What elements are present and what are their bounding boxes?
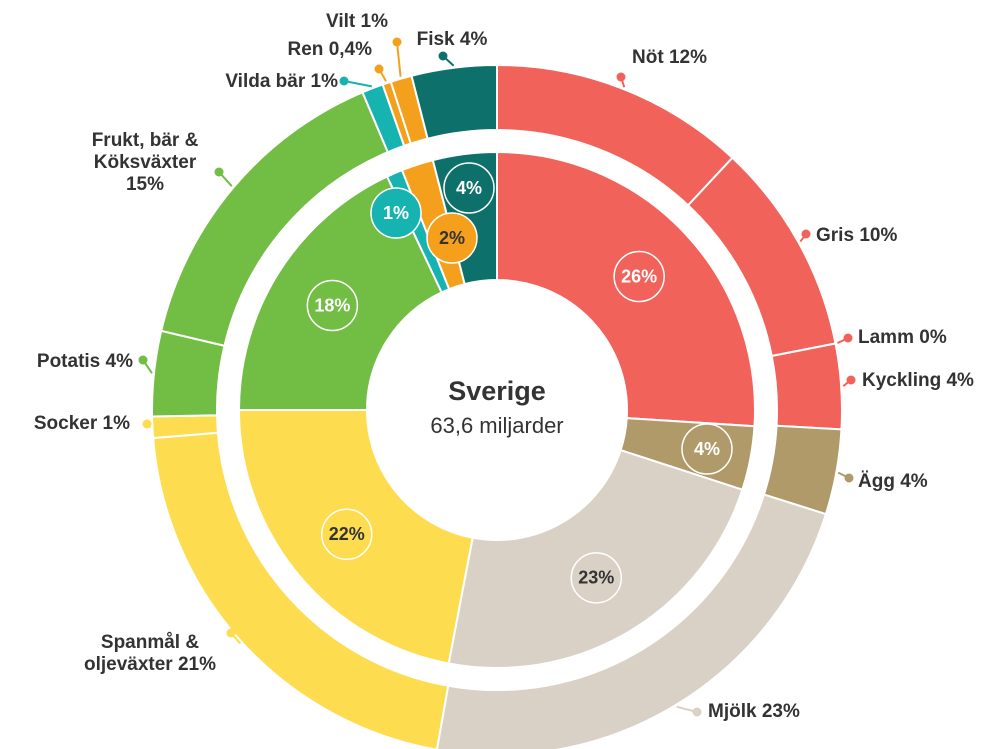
slice-label: Kyckling 4% <box>862 370 974 392</box>
center-subtitle: 63,6 miljarder <box>430 413 563 438</box>
value-bubble <box>613 250 665 303</box>
slice-value: 4% <box>459 29 488 50</box>
slice-label: Nöt 12% <box>632 47 707 69</box>
slice-name: Kyckling <box>862 370 942 391</box>
data-label: 18% <box>314 295 350 315</box>
leader-dot <box>843 333 853 343</box>
slice-label: Mjölk 23% <box>708 701 800 723</box>
slice-value: 10% <box>859 225 898 246</box>
leader-dot <box>616 72 626 82</box>
slice-value: 12% <box>668 47 707 68</box>
value-bubble <box>306 279 359 332</box>
slice-label: Potatis 4% <box>37 351 133 373</box>
slice-label: Spanmål & oljeväxter 21% <box>70 632 230 676</box>
data-label: 4% <box>456 178 482 198</box>
slice-name: Gris <box>816 225 855 246</box>
data-label: 4% <box>694 439 720 459</box>
data-label: 23% <box>578 568 614 588</box>
slice <box>770 342 843 431</box>
slice-label: Ren 0,4% <box>288 39 373 61</box>
data-label: 2% <box>439 228 465 248</box>
slice-value: 1% <box>310 71 338 92</box>
slice-value: 4% <box>105 351 133 372</box>
slice-name: Fisk <box>416 29 455 50</box>
leader-dot <box>692 707 702 717</box>
leader-dot <box>392 37 402 47</box>
slice-label: Gris 10% <box>816 225 897 247</box>
leader-dot <box>138 355 148 365</box>
slice-name: Mjölk <box>708 701 757 722</box>
slice-label: Frukt, bär & Köksväxter 15% <box>75 130 215 196</box>
slice-name: Potatis <box>36 351 101 372</box>
slice <box>410 63 498 140</box>
slice-label: Vilda bär 1% <box>225 71 338 93</box>
slice-name: Vilt <box>326 11 356 32</box>
slice-value: 21% <box>177 654 217 675</box>
slice-label: Lamm 0% <box>858 327 947 349</box>
slice-name: Nöt <box>632 47 664 68</box>
slice-label: Vilt 1% <box>326 11 388 33</box>
slice-name: Lamm <box>858 327 914 348</box>
data-label: 26% <box>621 266 657 286</box>
slice-label: Socker 1% <box>34 413 130 435</box>
leader-dot <box>142 419 152 429</box>
slice-name: Vilda bär <box>225 71 306 92</box>
leader-line <box>343 80 372 88</box>
slice-value: 1% <box>360 11 388 32</box>
slice-value: 4% <box>900 471 928 492</box>
value-bubble <box>443 162 495 214</box>
slice-name: Frukt, bär & Köksväxter <box>91 130 199 173</box>
data-label: 1% <box>383 203 409 223</box>
slice-label: Fisk 4% <box>417 29 488 51</box>
slice-value: 15% <box>125 174 165 195</box>
slice-name: Socker <box>33 413 98 434</box>
leader-dot <box>844 473 854 483</box>
slice-value: 0% <box>919 327 947 348</box>
value-bubble <box>426 212 478 264</box>
slice-value: 4% <box>946 370 974 391</box>
value-bubble <box>570 552 623 604</box>
slice-name: Spanmål & oljeväxter <box>83 632 200 675</box>
center-title: Sverige <box>448 376 546 406</box>
slice-value: 0,4% <box>328 39 372 60</box>
leader-dot <box>801 229 811 239</box>
data-label: 22% <box>329 524 365 544</box>
leader-dot <box>374 64 384 74</box>
value-bubble <box>681 423 733 475</box>
slice-name: Ren <box>287 39 324 60</box>
value-bubble <box>370 187 422 239</box>
slice-value: 23% <box>761 701 800 722</box>
slice-value: 1% <box>102 413 130 434</box>
leader-dot <box>214 167 224 177</box>
leader-line <box>396 41 402 77</box>
slice-name: Ägg <box>858 471 895 492</box>
leader-dot <box>226 628 236 638</box>
leader-dot <box>846 375 856 385</box>
leader-dot <box>438 51 448 61</box>
slice <box>435 493 828 749</box>
value-bubble <box>320 508 373 561</box>
leader-dot <box>339 76 349 86</box>
slice-label: Ägg 4% <box>858 471 928 493</box>
